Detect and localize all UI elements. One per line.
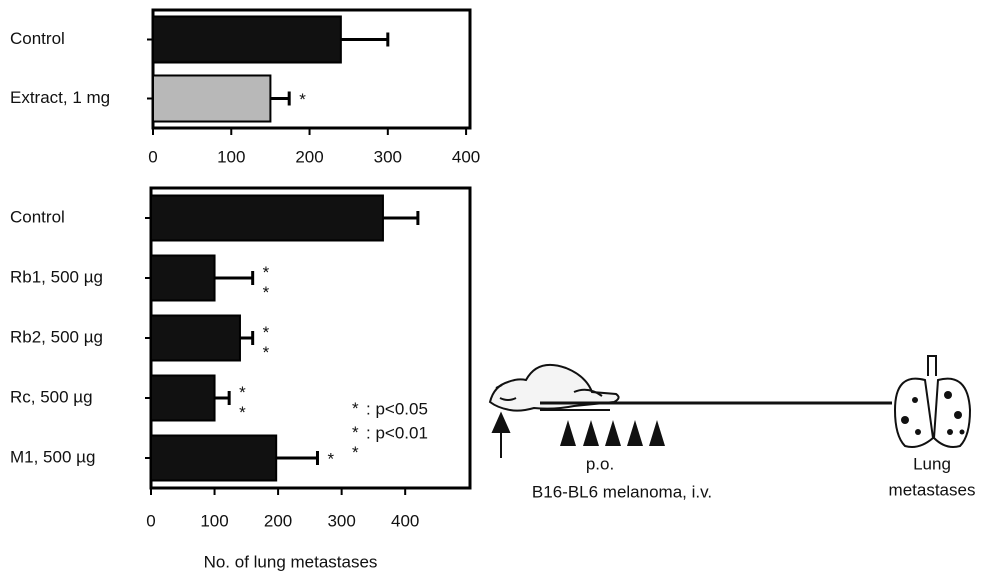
mouse (488, 364, 620, 412)
injection-label: B16-BL6 melanoma, i.v. (532, 482, 712, 501)
outcome-label: Lung (913, 454, 951, 473)
y-tick-label: Rb1, 500 µg (10, 267, 103, 286)
error-bar (214, 391, 231, 405)
y-tick-label: Extract, 1 mg (10, 88, 110, 107)
error-bar (276, 451, 319, 465)
bar (152, 74, 272, 123)
mouse-detail (495, 384, 610, 411)
outcome-label: metastases (889, 480, 976, 499)
key-symbol: * * (352, 423, 359, 462)
lungs (893, 355, 972, 448)
bar (152, 15, 342, 64)
significance-mark: * (327, 449, 334, 468)
y-tick-label: M1, 500 µg (10, 447, 95, 466)
bar (150, 254, 216, 302)
bar (150, 194, 384, 242)
plot-frame (151, 8, 472, 130)
dose-markers (560, 420, 665, 446)
injection-arrow (491, 411, 511, 458)
route-label: p.o. (586, 454, 614, 473)
x-tick-label: 0 (146, 511, 155, 530)
error-bar (270, 91, 291, 106)
significance-mark: * * (263, 263, 270, 302)
x-tick-label: 300 (374, 147, 402, 166)
y-tick-label: Rc, 500 µg (10, 387, 93, 406)
significance-mark: * (299, 90, 306, 109)
x-tick-label: 400 (452, 147, 480, 166)
lung-nodules (901, 391, 965, 435)
x-tick-label: 300 (327, 511, 355, 530)
error-bar (382, 211, 420, 225)
x-tick-label: 400 (391, 511, 419, 530)
x-tick-label: 0 (148, 147, 157, 166)
error-bar (214, 271, 255, 285)
y-tick-label: Control (10, 207, 65, 226)
key-label: : p<0.05 (366, 399, 428, 418)
x-tick-label: 100 (217, 147, 245, 166)
x-tick-label: 200 (264, 511, 292, 530)
error-bar (340, 32, 390, 47)
x-axis-label: No. of lung metastases (204, 552, 378, 571)
x-tick-label: 100 (200, 511, 228, 530)
significance-mark: * * (263, 323, 270, 362)
error-bar (239, 331, 255, 345)
significance-mark: * * (239, 383, 246, 422)
x-tick-label: 200 (295, 147, 323, 166)
y-tick-label: Control (10, 29, 65, 48)
key-symbol: * (352, 399, 359, 418)
bar (150, 314, 241, 362)
y-tick-label: Rb2, 500 µg (10, 327, 103, 346)
bar (150, 374, 216, 422)
diagram (488, 355, 972, 458)
bar (150, 434, 278, 482)
key-label: : p<0.01 (366, 423, 428, 442)
